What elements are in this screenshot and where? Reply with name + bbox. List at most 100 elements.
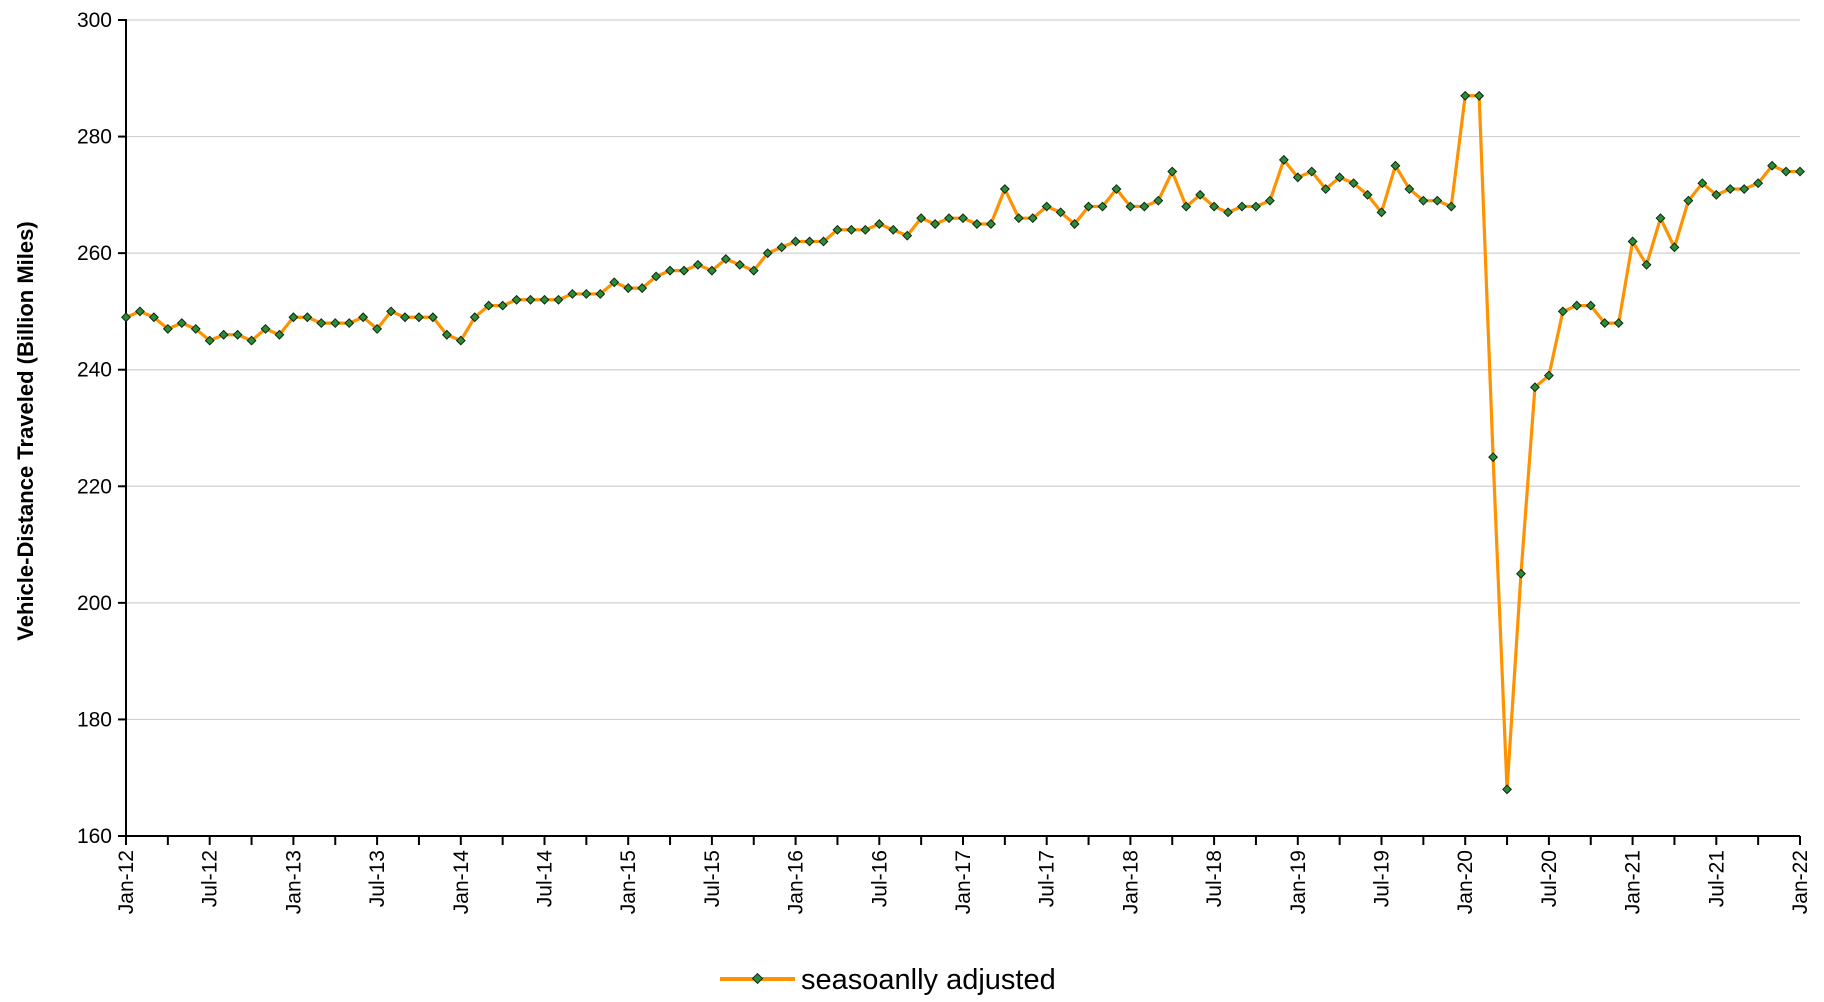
- data-point: [1055, 207, 1066, 218]
- data-point: [832, 224, 843, 235]
- data-point: [1725, 184, 1736, 194]
- data-point: [1292, 172, 1303, 183]
- x-tick-label: Jul-17: [1036, 850, 1059, 907]
- data-point: [1599, 318, 1610, 329]
- data-point: [1223, 207, 1233, 218]
- data-point: [148, 312, 159, 323]
- data-point: [985, 219, 996, 229]
- data-point: [1362, 189, 1373, 200]
- data-point: [595, 288, 606, 299]
- data-point: [1418, 195, 1429, 206]
- data-point: [804, 236, 815, 247]
- data-point: [358, 312, 369, 323]
- data-point: [511, 294, 522, 305]
- data-point: [260, 323, 271, 334]
- data-point: [274, 329, 285, 340]
- data-point: [1627, 236, 1638, 247]
- x-tick-label: Jul-21: [1705, 850, 1728, 907]
- data-point: [1125, 201, 1136, 212]
- data-point: [999, 184, 1010, 194]
- data-point: [874, 219, 885, 229]
- data-point: [135, 306, 145, 317]
- legend-label: seasoanlly adjusted: [801, 964, 1056, 996]
- y-tick-label: 260: [77, 242, 112, 265]
- data-point: [483, 300, 494, 311]
- data-point: [1083, 201, 1094, 212]
- x-tick-label: Jul-20: [1538, 850, 1561, 907]
- x-tick-label: Jan-12: [115, 850, 138, 914]
- x-tick-label: Jul-18: [1203, 850, 1226, 907]
- x-tick-label: Jan-22: [1789, 850, 1812, 914]
- x-tick-label: Jan-20: [1454, 850, 1477, 914]
- x-tick-label: Jul-15: [701, 850, 724, 907]
- data-point: [316, 318, 327, 329]
- data-point: [1641, 259, 1652, 270]
- x-tick-label: Jan-16: [785, 850, 808, 914]
- data-point: [204, 335, 215, 346]
- data-point: [1069, 219, 1080, 229]
- data-point: [1474, 90, 1485, 101]
- data-point: [1278, 154, 1289, 165]
- data-point: [455, 335, 466, 346]
- data-point: [553, 294, 564, 305]
- data-point: [860, 224, 871, 235]
- data-point: [567, 288, 578, 299]
- x-tick-label: Jul-16: [868, 850, 891, 907]
- data-point: [1460, 90, 1471, 101]
- data-point: [344, 318, 355, 329]
- data-point: [539, 294, 550, 305]
- y-tick-label: 200: [77, 592, 112, 615]
- data-point: [748, 265, 759, 276]
- legend-marker: [751, 972, 764, 985]
- x-tick-label: Jan-13: [282, 850, 305, 914]
- data-point: [1488, 452, 1499, 463]
- data-point: [1097, 201, 1108, 212]
- data-point: [497, 300, 508, 311]
- data-point: [1753, 178, 1764, 189]
- data-point: [1390, 160, 1401, 171]
- data-point: [651, 271, 662, 282]
- x-tick-label: Jan-19: [1287, 850, 1310, 914]
- data-point: [427, 312, 438, 323]
- data-point: [1111, 184, 1122, 194]
- x-tick-label: Jul-12: [199, 850, 222, 907]
- data-point: [1655, 213, 1666, 224]
- data-point: [623, 283, 634, 294]
- data-point: [1585, 300, 1596, 311]
- data-point: [1013, 213, 1024, 224]
- gridlines: [126, 19, 1800, 721]
- data-point: [1767, 160, 1778, 171]
- data-point: [679, 265, 689, 276]
- data-point: [469, 312, 480, 323]
- data-point: [1795, 166, 1805, 177]
- y-axis-title: Vehicle-Distance Traveled (Billion Miles…: [13, 221, 38, 640]
- data-point: [1209, 201, 1220, 212]
- data-point: [1264, 195, 1275, 206]
- data-point: [190, 323, 201, 334]
- data-point: [888, 224, 899, 235]
- data-point: [162, 323, 173, 334]
- data-point: [246, 335, 257, 346]
- data-point: [1404, 184, 1415, 194]
- data-point: [720, 254, 731, 264]
- data-point: [916, 213, 927, 224]
- data-point: [121, 312, 131, 323]
- data-point: [1348, 178, 1359, 189]
- data-point: [1530, 382, 1540, 393]
- data-point: [1516, 568, 1526, 579]
- y-tick-label: 280: [77, 126, 112, 149]
- data-point: [441, 329, 452, 340]
- data-point: [1306, 166, 1317, 177]
- data-point: [1334, 172, 1345, 183]
- data-point: [790, 236, 801, 247]
- x-tick-label: Jan-14: [450, 850, 473, 915]
- y-tick-label: 180: [77, 708, 112, 731]
- data-point: [1683, 195, 1694, 206]
- data-point: [330, 318, 341, 329]
- data-point: [1251, 201, 1261, 212]
- data-point: [1446, 201, 1457, 212]
- x-axis: Jan-12 Jul-12 Jan-13 Jul-13 Jan-14 Jul-14 Jan-…: [115, 835, 1812, 915]
- y-tick-label: 240: [77, 359, 112, 382]
- data-point: [1237, 201, 1247, 212]
